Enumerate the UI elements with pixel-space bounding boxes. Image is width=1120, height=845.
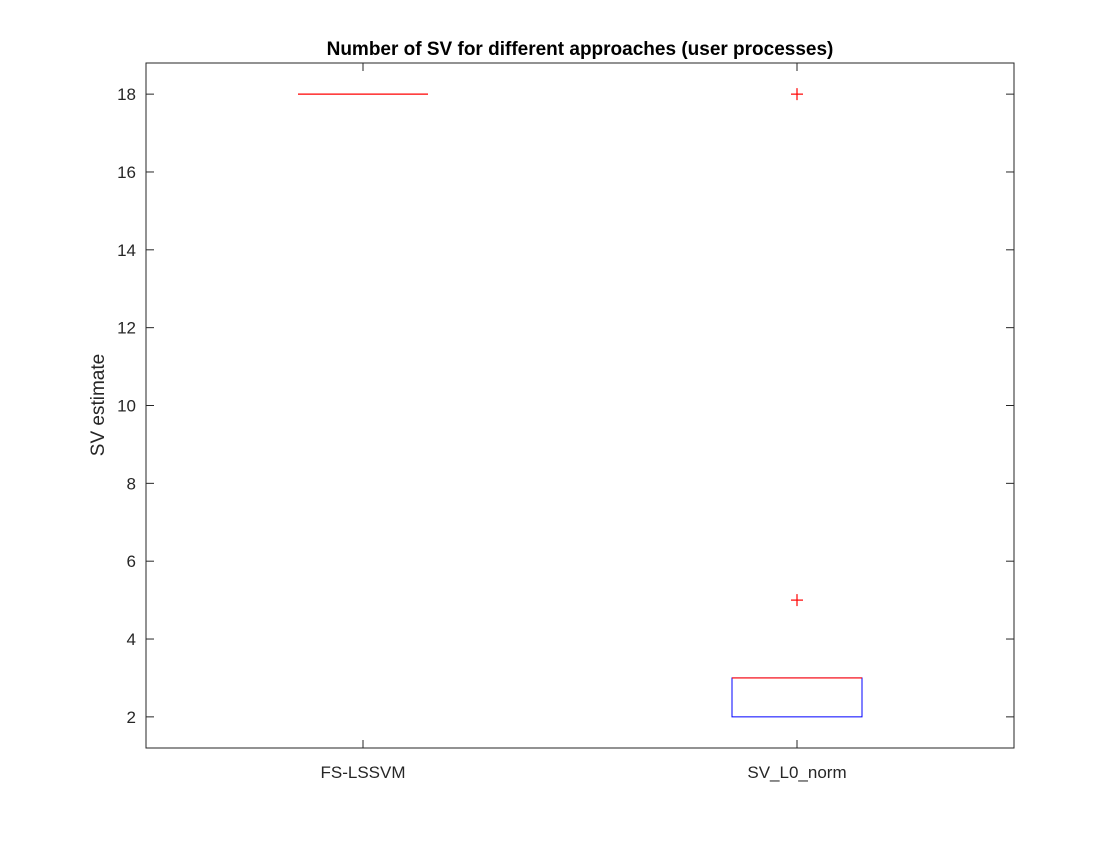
y-tick-label: 14 bbox=[117, 241, 136, 260]
x-tick-label: SV_L0_norm bbox=[747, 763, 846, 782]
box-series bbox=[298, 88, 863, 718]
box-group bbox=[731, 88, 863, 718]
box-body bbox=[731, 677, 863, 718]
y-tick-label: 4 bbox=[127, 630, 136, 649]
y-tick-label: 12 bbox=[117, 319, 136, 338]
y-tick-label: 2 bbox=[127, 708, 136, 727]
y-tick-label: 16 bbox=[117, 163, 136, 182]
y-tick-label: 8 bbox=[127, 474, 136, 493]
chart-title: Number of SV for different approaches (u… bbox=[327, 39, 834, 60]
y-axis-label: SV estimate bbox=[88, 354, 109, 456]
x-axis-ticks: FS-LSSVM SV_L0_norm bbox=[320, 63, 847, 782]
y-axis-ticks: 2 4 6 8 10 12 14 16 18 bbox=[117, 85, 1014, 727]
y-tick-label: 10 bbox=[117, 397, 136, 416]
outlier-marker bbox=[791, 88, 803, 101]
y-tick-label: 6 bbox=[127, 552, 136, 571]
plot-area-frame bbox=[145, 62, 1015, 749]
x-tick-label: FS-LSSVM bbox=[320, 763, 405, 782]
outlier-marker bbox=[791, 594, 803, 607]
y-tick-label: 18 bbox=[117, 85, 136, 104]
